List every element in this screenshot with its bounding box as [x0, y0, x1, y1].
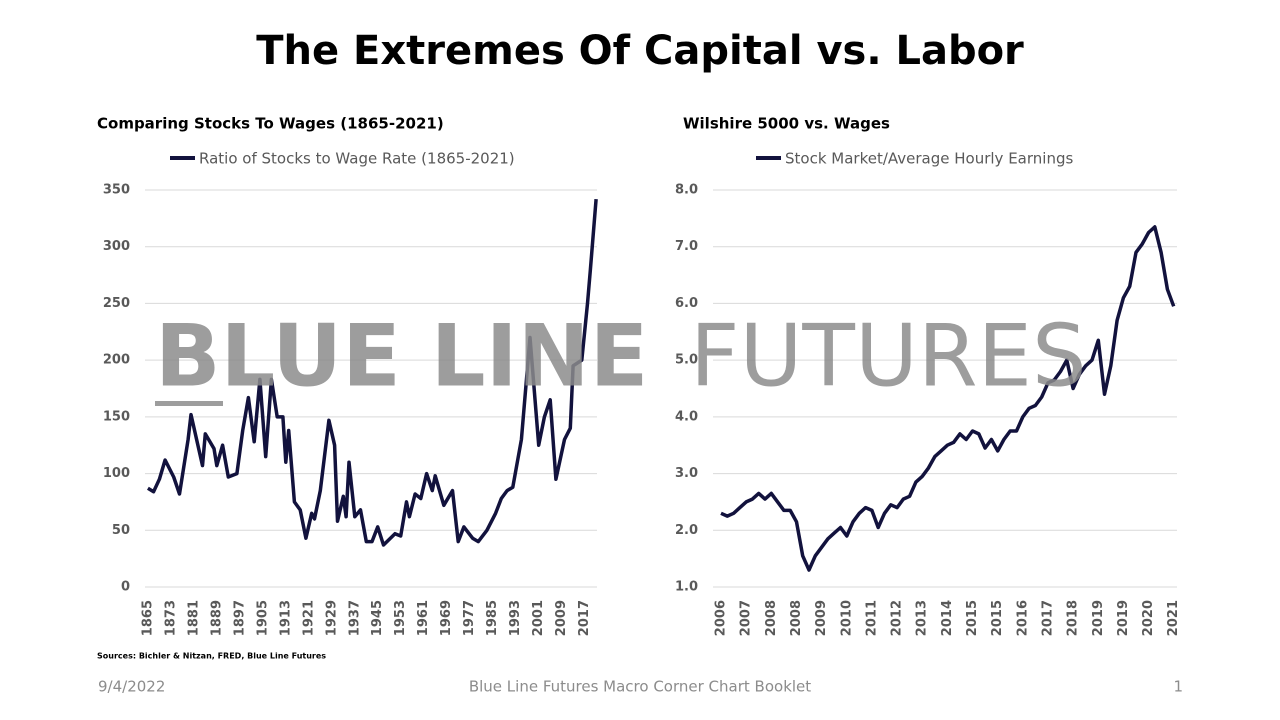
series-line — [720, 225, 1176, 572]
y-tick-label: 6.0 — [675, 296, 698, 311]
x-tick-label: 2014 — [940, 600, 955, 636]
x-tick-label: 1905 — [255, 600, 270, 636]
watermark-underline — [155, 401, 223, 406]
legend-label: Ratio of Stocks to Wage Rate (1865-2021) — [199, 150, 515, 168]
x-tick-label: 2020 — [1141, 600, 1156, 636]
y-tick-label: 8.0 — [675, 183, 698, 198]
x-tick-label: 1961 — [416, 600, 431, 636]
chart-title: Wilshire 5000 vs. Wages — [683, 115, 890, 133]
chart-title: Comparing Stocks To Wages (1865-2021) — [97, 115, 444, 133]
x-tick-label: 2001 — [531, 600, 546, 636]
x-tick-label: 1953 — [393, 600, 408, 636]
x-tick-label: 2010 — [839, 600, 854, 636]
x-tick-label: 2006 — [714, 600, 729, 636]
x-tick-label: 1985 — [485, 600, 500, 636]
x-tick-label: 2017 — [1040, 600, 1055, 636]
x-tick-label: 1929 — [324, 600, 339, 636]
page-number: 1 — [1173, 678, 1183, 696]
x-tick-label: 2018 — [1066, 600, 1081, 636]
plots: 1865 1873 1881 1889 1897 1905 1913 1921 1929 1937… — [103, 150, 1181, 637]
y-tick-label: 0 — [121, 580, 130, 595]
x-tick-label: 1865 — [140, 600, 155, 636]
x-tick-label: 2019 — [1116, 600, 1131, 636]
y-tick-label: 2.0 — [675, 523, 698, 538]
x-tick-label: 1889 — [209, 600, 224, 636]
x-tick-label: 2011 — [864, 600, 879, 636]
y-tick-label: 50 — [112, 523, 130, 538]
x-tick-label: 1913 — [278, 600, 293, 636]
x-tick-label: 2007 — [739, 600, 754, 636]
x-tick-label: 1969 — [439, 600, 454, 636]
watermark-light: FUTURES — [690, 306, 1087, 406]
x-tick-label: 1977 — [462, 600, 477, 636]
y-tick-label: 250 — [103, 296, 130, 311]
x-tick-label: 1897 — [232, 600, 247, 636]
x-tick-label: 2021 — [1166, 600, 1181, 636]
y-tick-label: 5.0 — [675, 353, 698, 368]
y-tick-label: 200 — [103, 353, 130, 368]
y-tick-label: 350 — [103, 183, 130, 198]
x-tick-label: 1937 — [347, 600, 362, 636]
x-tick-label: 1921 — [301, 600, 316, 636]
footer-date: 9/4/2022 — [98, 678, 165, 696]
series-line — [147, 198, 598, 547]
sources: Sources: Bichler & Nitzan, FRED, Blue Li… — [97, 652, 326, 661]
watermark: BLUE LINE FUTURES — [155, 306, 1087, 406]
y-tick-label: 1.0 — [675, 580, 698, 595]
footer-title: Blue Line Futures Macro Corner Chart Boo… — [469, 678, 811, 696]
x-tick-label: 2009 — [814, 600, 829, 636]
x-tick-label: 1881 — [186, 600, 201, 636]
y-tick-label: 300 — [103, 239, 130, 254]
x-tick-label: 2009 — [554, 600, 569, 636]
x-tick-label: 1945 — [370, 600, 385, 636]
x-tick-label: 2008 — [764, 600, 779, 636]
x-tick-label: 2008 — [789, 600, 804, 636]
y-tick-label: 3.0 — [675, 466, 698, 481]
x-tick-label: 2016 — [1015, 600, 1030, 636]
slide-title: The Extremes Of Capital vs. Labor — [256, 28, 1024, 74]
x-tick-label: 1993 — [508, 600, 523, 636]
y-tick-label: 4.0 — [675, 409, 698, 424]
y-tick-label: 150 — [103, 409, 130, 424]
x-tick-label: 2015 — [990, 600, 1005, 636]
x-tick-label: 2015 — [965, 600, 980, 636]
watermark-bold: BLUE LINE — [155, 306, 648, 406]
x-tick-label: 2019 — [1091, 600, 1106, 636]
x-tick-label: 2012 — [890, 600, 905, 636]
y-tick-label: 100 — [103, 466, 130, 481]
legend-label: Stock Market/Average Hourly Earnings — [785, 150, 1073, 168]
y-tick-label: 7.0 — [675, 239, 698, 254]
x-tick-label: 1873 — [163, 600, 178, 636]
x-tick-label: 2017 — [577, 600, 592, 636]
x-tick-label: 2013 — [915, 600, 930, 636]
